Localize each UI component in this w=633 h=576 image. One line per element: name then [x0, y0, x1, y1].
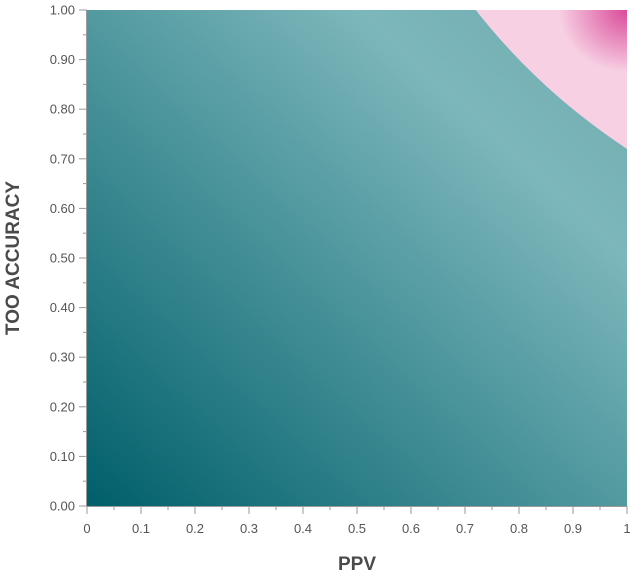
x-tick-label: 0.1 — [132, 521, 150, 536]
y-tick-label: 0.40 — [50, 300, 75, 315]
x-tick-label: 0.8 — [510, 521, 528, 536]
heatmap-region-low — [87, 10, 627, 506]
x-tick-label: 0.3 — [240, 521, 258, 536]
y-axis-title: TOO ACCURACY — [3, 181, 24, 335]
y-tick-label: 0.70 — [50, 151, 75, 166]
y-tick-label: 0.50 — [50, 251, 75, 266]
x-tick-label: 0.5 — [348, 521, 366, 536]
x-tick-label: 0.9 — [564, 521, 582, 536]
x-tick-label: 0.2 — [186, 521, 204, 536]
plot-area — [87, 10, 627, 506]
y-tick-label: 1.00 — [50, 3, 75, 18]
x-axis: 0 0.1 0.2 0.3 0.4 0.5 0.6 0.7 0.8 0.9 1 — [83, 506, 631, 536]
x-tick-label: 0.6 — [402, 521, 420, 536]
y-tick-label: 0.00 — [50, 499, 75, 514]
y-tick-label: 0.80 — [50, 102, 75, 117]
x-tick-label: 1 — [623, 521, 630, 536]
y-tick-label: 0.20 — [50, 399, 75, 414]
x-axis-title: PPV — [338, 554, 376, 575]
y-axis: 0.00 0.10 0.20 0.30 0.40 0.50 0.60 0.70 0.80 0.90… — [50, 3, 87, 514]
y-tick-label: 0.90 — [50, 52, 75, 67]
x-tick-label: 0 — [83, 521, 90, 536]
heatmap-region-high — [475, 10, 627, 149]
x-tick-label: 0.7 — [456, 521, 474, 536]
x-tick-label: 0.4 — [294, 521, 312, 536]
y-tick-label: 0.10 — [50, 449, 75, 464]
y-tick-label: 0.30 — [50, 350, 75, 365]
y-tick-label: 0.60 — [50, 201, 75, 216]
